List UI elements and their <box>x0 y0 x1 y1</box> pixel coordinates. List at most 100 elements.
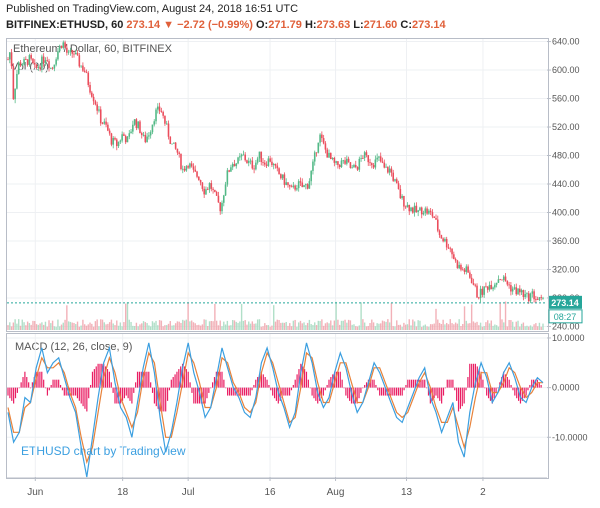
volume-bar <box>32 320 34 330</box>
macd-histogram-bar <box>89 384 92 388</box>
macd-title: MACD (12, 26, close, 9) <box>15 341 133 353</box>
macd-histogram-bar <box>196 387 199 404</box>
volume-bar <box>249 323 252 330</box>
macd-histogram-bar <box>384 387 386 396</box>
volume-bar <box>351 324 353 330</box>
macd-histogram-bar <box>191 387 193 393</box>
macd-histogram-bar <box>446 379 448 388</box>
volume-bar <box>60 324 63 330</box>
macd-histogram-bar <box>362 387 364 389</box>
macd-histogram-bar <box>294 379 296 388</box>
candle-body <box>328 152 330 158</box>
volume-bar <box>538 322 541 330</box>
volume-bar <box>501 319 503 330</box>
volume-bar <box>421 326 423 330</box>
candle-body <box>378 156 380 158</box>
candle-body <box>58 45 61 52</box>
candle-body <box>101 123 104 125</box>
candle-body <box>272 164 275 166</box>
candle-body <box>513 287 516 289</box>
macd-histogram-bar <box>127 387 129 399</box>
macd-histogram-bar <box>221 371 223 388</box>
volume-bar <box>264 323 266 330</box>
volume-bar <box>139 324 141 330</box>
volume-bar <box>23 322 25 330</box>
volume-bar <box>80 325 82 330</box>
candle-body <box>315 152 318 154</box>
candle-body <box>173 142 175 144</box>
macd-histogram-bar <box>527 387 529 391</box>
macd-histogram-bar <box>189 382 191 388</box>
candle-body <box>64 42 66 48</box>
volume-bar <box>100 319 102 330</box>
macd-histogram-bar <box>486 387 488 396</box>
macd-histogram-bar <box>228 387 231 396</box>
macd-histogram-bar <box>298 369 300 388</box>
volume-bar <box>37 324 40 330</box>
volume-bar <box>28 323 31 330</box>
macd-histogram-bar <box>212 382 214 388</box>
volume-bar <box>141 323 143 330</box>
volume-bar <box>198 324 200 330</box>
macd-histogram-bar <box>504 374 507 388</box>
volume-bar <box>319 321 321 330</box>
macd-histogram-bar <box>392 387 394 396</box>
volume-bar <box>73 322 75 330</box>
macd-histogram-bar <box>82 387 84 407</box>
volume-bar <box>92 326 95 330</box>
volume-bar <box>185 319 188 330</box>
macd-histogram-bar <box>422 379 424 388</box>
volume-bar <box>510 320 512 330</box>
candle-body <box>303 185 305 188</box>
macd-histogram-bar <box>174 374 176 388</box>
macd-histogram-bar <box>230 387 232 396</box>
macd-histogram-bar <box>264 377 266 388</box>
volume-bar <box>107 323 109 330</box>
volume-bar <box>447 324 450 330</box>
macd-histogram-bar <box>442 387 445 396</box>
candle-body <box>488 284 491 290</box>
macd-histogram-bar <box>251 387 253 391</box>
volume-bar <box>233 320 236 330</box>
price-tick-label: 600.00 <box>552 65 580 75</box>
candle-body <box>67 51 70 53</box>
candle-body <box>251 160 254 169</box>
volume-bar <box>504 301 507 330</box>
volume-bar <box>356 326 359 330</box>
macd-histogram-bar <box>118 387 120 404</box>
volume-bar <box>355 326 357 330</box>
volume-bar <box>119 322 122 330</box>
candle-body <box>94 101 97 105</box>
macd-histogram-bar <box>412 379 415 388</box>
candle-body <box>433 216 436 218</box>
macd-histogram-bar <box>529 384 531 388</box>
macd-histogram-bar <box>7 387 9 396</box>
volume-bar <box>388 322 391 330</box>
candle-body <box>57 51 59 60</box>
candle-body <box>158 106 161 112</box>
volume-bar <box>529 325 532 330</box>
candle-body <box>262 162 264 163</box>
macd-histogram-bar <box>288 387 291 396</box>
x-tick-label: 16 <box>264 487 276 498</box>
volume-bar <box>158 320 161 330</box>
volume-bar <box>176 321 179 330</box>
macd-histogram-bar <box>502 371 505 388</box>
candle-body <box>428 210 430 214</box>
macd-histogram-bar <box>371 379 373 388</box>
candle-body <box>296 188 298 190</box>
candle-body <box>7 59 9 61</box>
close-value: 273.14 <box>411 19 446 31</box>
volume-bar <box>157 325 159 330</box>
volume-bar <box>481 326 484 330</box>
volume-bar <box>162 326 164 330</box>
candle-body <box>221 202 223 212</box>
candle-body <box>412 207 414 213</box>
volume-bar <box>347 319 350 330</box>
macd-histogram-bar <box>165 387 167 412</box>
macd-histogram-bar <box>343 387 345 389</box>
x-tick-label: 18 <box>117 487 129 498</box>
volume-bar <box>51 320 54 330</box>
volume-bar <box>303 322 305 330</box>
candle-body <box>445 238 448 248</box>
